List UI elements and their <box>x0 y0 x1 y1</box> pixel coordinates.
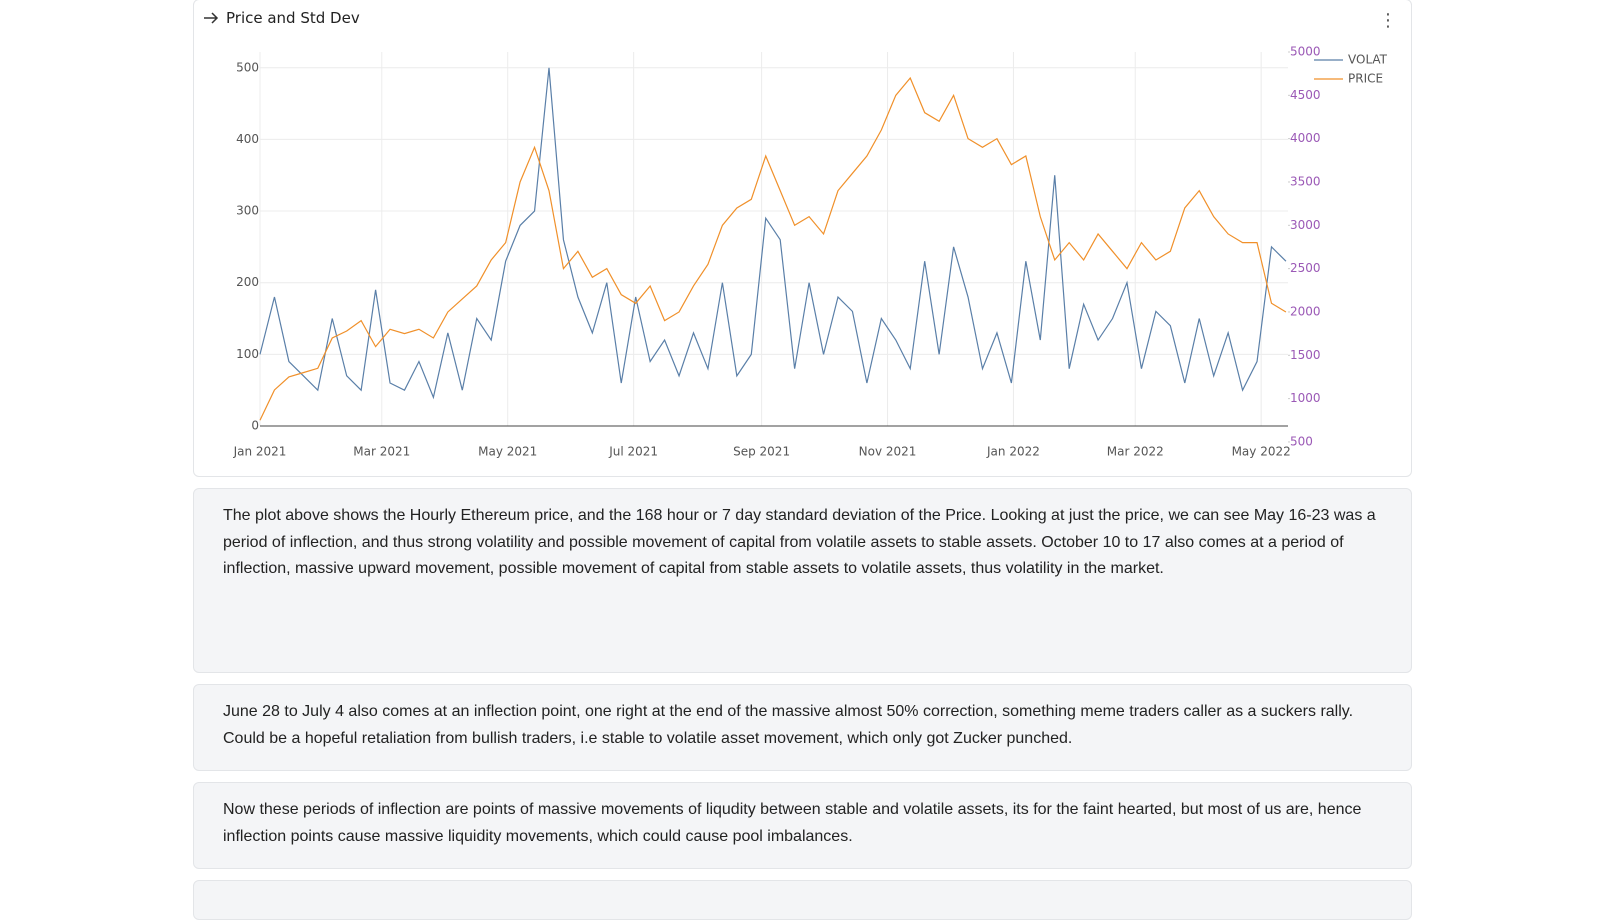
y2-tick-label: 2500 <box>1290 261 1321 275</box>
series-line <box>259 76 1287 421</box>
page: Price and Std Dev ⋮ Jan 2021 Mar 2021 May … <box>193 0 1412 920</box>
note-card: Now these periods of inflection are poin… <box>193 782 1412 869</box>
y2-tick-label: 500 <box>1290 434 1313 448</box>
x-tick-label: Sep 2021 <box>733 445 790 459</box>
x-tick-label: May 2022 <box>1232 445 1291 459</box>
x-tick-label: Nov 2021 <box>859 445 917 459</box>
y2-tick-label: 4000 <box>1290 131 1321 145</box>
x-tick-label: Jan 2022 <box>986 445 1040 459</box>
panel-title: Price and Std Dev <box>226 9 360 27</box>
x-tick-label: Mar 2021 <box>353 445 410 459</box>
y2-tick-label: 3000 <box>1290 218 1321 232</box>
y-tick-label: 300 <box>236 204 259 218</box>
note-card: June 28 to July 4 also comes at an infle… <box>193 684 1412 771</box>
y2-tick-label: 1500 <box>1290 348 1321 362</box>
x-tick-label: Jul 2021 <box>608 445 658 459</box>
y2-tick-label: 2000 <box>1290 304 1321 318</box>
y2-tick-label: 4500 <box>1290 88 1321 102</box>
y2-tick-label: 3500 <box>1290 174 1321 188</box>
x-tick-label: Jan 2021 <box>233 445 287 459</box>
y-tick-label: 400 <box>236 132 259 146</box>
y-tick-label: 500 <box>236 60 259 74</box>
y2-tick-label: 5000 <box>1290 45 1321 59</box>
chart-panel: Price and Std Dev ⋮ <box>193 0 1412 477</box>
note-card <box>193 880 1412 920</box>
y-tick-label: 200 <box>236 275 259 289</box>
y-tick-label: 100 <box>236 347 259 361</box>
chart: Jan 2021 Mar 2021 May 2021 Jul 2021 Sep 2021… <box>233 45 1388 459</box>
legend-label: VOLAT <box>1348 53 1388 67</box>
y2-tick-label: 1000 <box>1290 391 1321 405</box>
x-tick-label: May 2021 <box>478 445 537 459</box>
x-tick-label: Mar 2022 <box>1107 445 1164 459</box>
legend-label: PRICE <box>1348 72 1383 86</box>
y-tick-label: 0 <box>251 419 259 433</box>
arrow-icon <box>204 12 219 24</box>
series-line <box>259 67 1287 400</box>
menu-button[interactable]: ⋮ <box>1379 10 1397 31</box>
note-card: The plot above shows the Hourly Ethereum… <box>193 488 1412 673</box>
